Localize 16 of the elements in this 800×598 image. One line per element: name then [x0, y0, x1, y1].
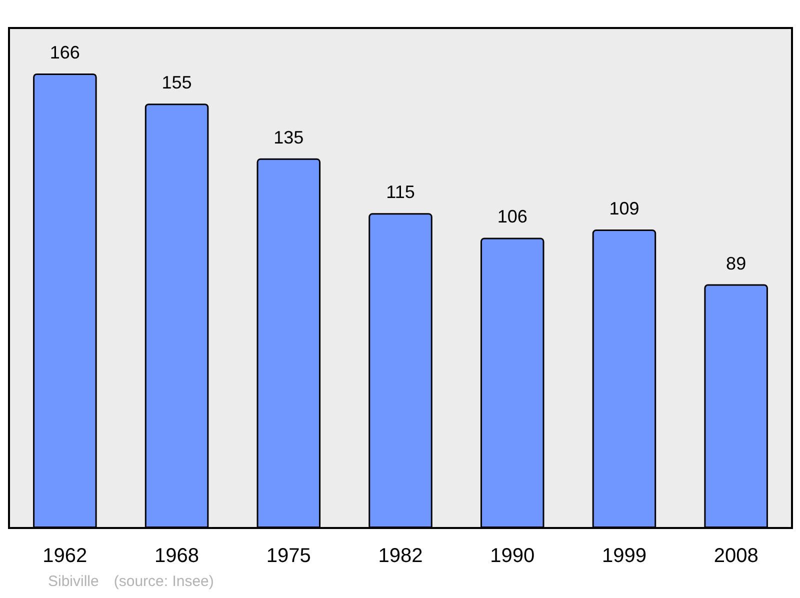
- data-label: 89: [726, 253, 746, 274]
- data-label: 115: [386, 182, 415, 202]
- x-tick-label: 1968: [154, 545, 200, 567]
- x-tick-label: 1962: [42, 545, 88, 567]
- x-tick-label: 2008: [714, 545, 758, 567]
- x-tick-label: 1990: [490, 545, 535, 567]
- data-label: 135: [274, 127, 304, 148]
- data-label: 106: [497, 206, 528, 227]
- x-tick-label: 1975: [266, 545, 311, 567]
- data-label: 109: [609, 198, 640, 219]
- data-label: 155: [162, 72, 192, 93]
- text: Sibiville: [48, 573, 99, 590]
- text: (source: Insee): [114, 573, 214, 590]
- data-label: 166: [50, 42, 80, 62]
- x-tick-label: 1982: [378, 545, 423, 567]
- x-tick-label: 1999: [602, 545, 646, 567]
